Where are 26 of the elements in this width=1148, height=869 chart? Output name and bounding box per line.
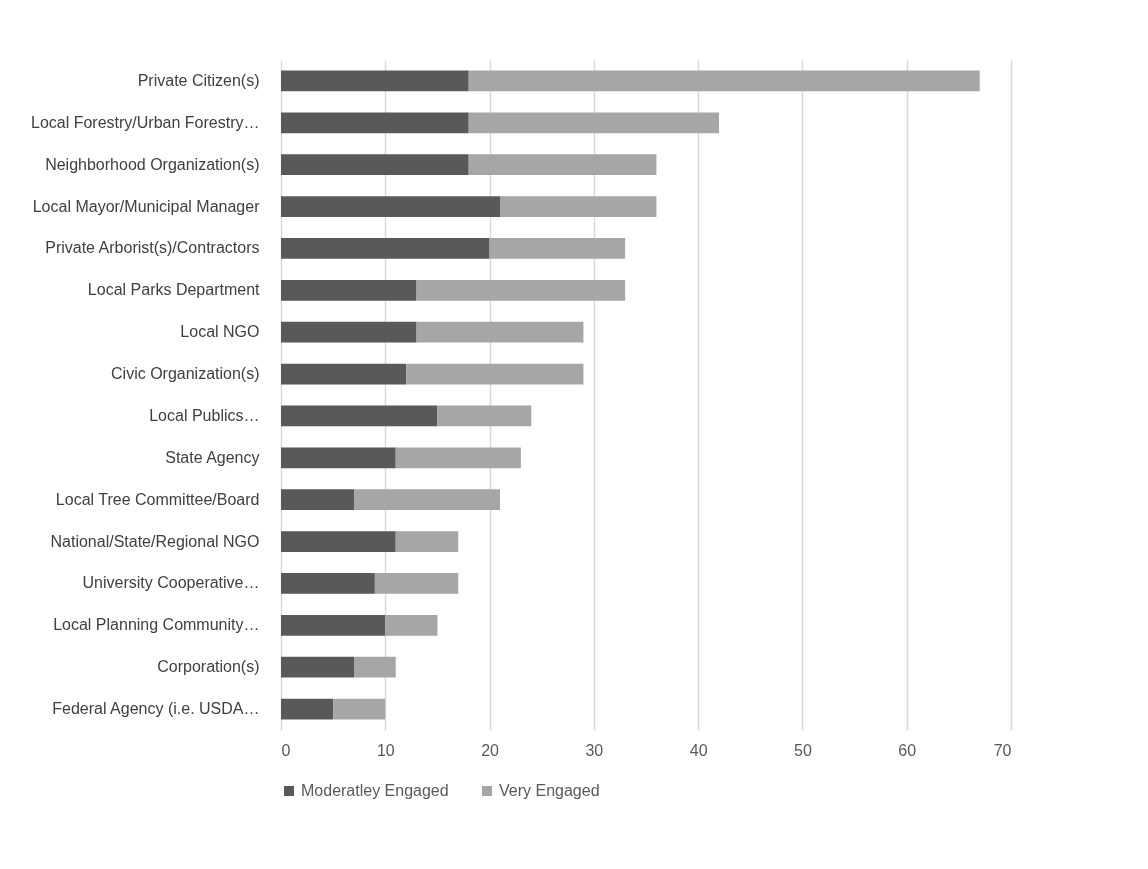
y-tick-label: Local Publics… [149, 406, 260, 424]
y-tick-label: Private Citizen(s) [137, 71, 260, 89]
y-tick-label: Local Forestry/Urban Forestry… [30, 113, 260, 131]
y-tick-label: Federal Agency (i.e. USDA… [52, 700, 260, 718]
x-tick-label: 10 [376, 741, 395, 759]
x-tick-label: 20 [481, 741, 500, 759]
x-tick-label: 30 [585, 741, 604, 759]
y-tick-label: Corporation(s) [157, 658, 260, 676]
x-tick-label: 0 [281, 741, 291, 759]
y-tick-label: Local Parks Department [87, 281, 261, 299]
y-tick-label: Private Arborist(s)/Contractors [45, 239, 260, 257]
x-tick-label: 60 [898, 741, 917, 759]
y-tick-label: Civic Organization(s) [111, 365, 260, 383]
y-tick-label: Local Mayor/Municipal Manager [32, 197, 261, 215]
y-tick-label: Neighborhood Organization(s) [45, 155, 260, 173]
y-tick-label: Local Tree Committee/Board [55, 490, 260, 508]
y-tick-label: Local NGO [180, 323, 260, 341]
y-tick-label: University Cooperative… [82, 574, 260, 592]
x-tick-label: 70 [993, 741, 1012, 759]
x-tick-label: 40 [689, 741, 708, 759]
legend-label: Very Engaged [499, 782, 600, 799]
x-tick-label: 50 [794, 741, 812, 759]
y-tick-label: Local Planning Community… [53, 616, 260, 634]
y-tick-label: State Agency [165, 448, 260, 466]
legend-label: Moderatley Engaged [301, 782, 449, 799]
y-tick-label: National/State/Regional NGO [50, 532, 260, 550]
